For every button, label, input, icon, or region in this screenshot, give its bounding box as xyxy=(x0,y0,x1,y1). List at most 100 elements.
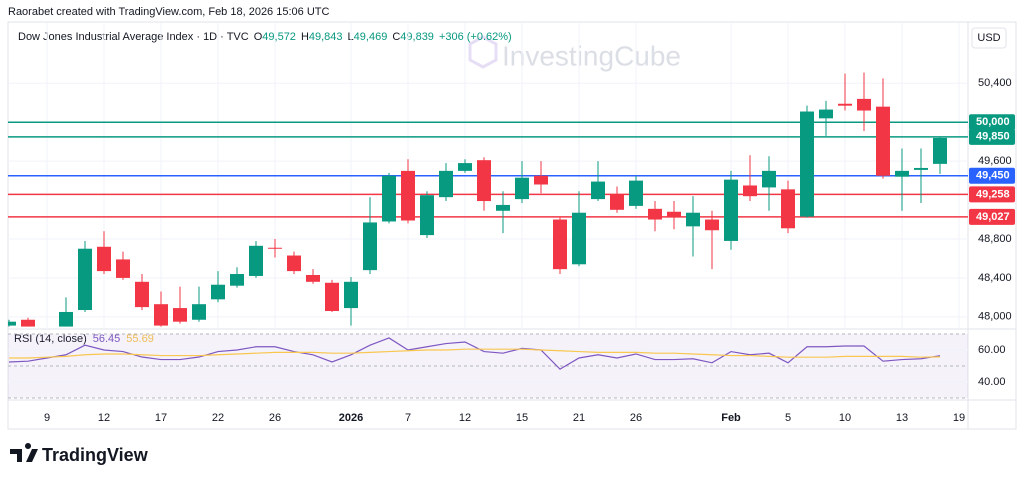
watermark-icon xyxy=(468,35,498,69)
x-tick-label: Feb xyxy=(721,412,741,424)
candle-body xyxy=(838,103,852,106)
candle-body xyxy=(420,195,434,236)
candle-body xyxy=(876,106,890,176)
ohlc-key: O xyxy=(254,31,263,43)
x-tick-label: 7 xyxy=(405,412,411,424)
frame xyxy=(7,21,1017,430)
candle-body xyxy=(97,246,111,272)
candle-body xyxy=(553,219,567,270)
candle-body xyxy=(192,304,206,320)
rsi-value: 55.69 xyxy=(126,333,154,345)
rsi-value: 56.45 xyxy=(93,333,121,345)
rsi-tick-label: 60.00 xyxy=(978,344,1006,356)
candle-body xyxy=(762,170,776,188)
y-tick-label: 48,800 xyxy=(978,233,1012,245)
x-tick-label: 10 xyxy=(839,412,851,424)
candle-body xyxy=(819,109,833,119)
candle-body xyxy=(173,308,187,322)
candle-body xyxy=(781,189,795,229)
candle-body xyxy=(116,259,130,278)
candle-body xyxy=(534,175,548,185)
x-tick-label: 15 xyxy=(516,412,528,424)
candle-body xyxy=(21,319,35,327)
y-tick-label: 48,000 xyxy=(978,311,1012,323)
y-tick-label: 49,600 xyxy=(978,155,1012,167)
candle-body xyxy=(629,180,643,206)
level-label-bg xyxy=(969,167,1015,184)
x-tick-label: 5 xyxy=(785,412,791,424)
y-tick-label: 50,400 xyxy=(978,77,1012,89)
candle-body xyxy=(287,255,301,272)
candle-body xyxy=(857,98,871,111)
x-tick-label: 2026 xyxy=(339,412,363,424)
candle-body xyxy=(477,160,491,202)
currency-button[interactable] xyxy=(971,27,1007,49)
logo-text: TradingView xyxy=(42,445,149,465)
candle-body xyxy=(591,181,605,200)
ohlc-value: 49,839 xyxy=(400,31,434,43)
watermark: InvestingCube xyxy=(468,35,681,71)
level-label-bg xyxy=(969,128,1015,145)
candle-body xyxy=(306,274,320,282)
x-tick-label: 13 xyxy=(896,412,908,424)
candle-body xyxy=(800,111,814,217)
candle-body xyxy=(154,304,168,326)
footer-logo: TradingView xyxy=(10,442,149,465)
candle-body xyxy=(610,194,624,210)
candle-body xyxy=(268,247,282,249)
price-pane xyxy=(8,22,968,329)
rsi-legend: RSI (14, close) 56.45 55.69 xyxy=(14,333,154,345)
candle-body xyxy=(496,204,510,211)
candle-body xyxy=(249,245,263,276)
rsi-title: RSI (14, close) xyxy=(14,333,87,345)
ohlc-value: 49,469 xyxy=(354,31,388,43)
level-label: 49,027 xyxy=(976,211,1010,223)
axes: 48,000 48,400 48,800 49,600 50,400 9 12 17 22 26 2… xyxy=(44,77,1015,424)
level-label: 49,450 xyxy=(976,170,1010,182)
x-tick-label: 17 xyxy=(155,412,167,424)
candle-body xyxy=(458,163,472,171)
candle-body xyxy=(667,211,681,217)
ohlc-value: 49,572 xyxy=(262,31,296,43)
symbol-legend: Dow Jones Industrial Average Index · 1D … xyxy=(18,31,512,43)
level-label-bg xyxy=(969,208,1015,225)
level-label-bg xyxy=(969,186,1015,203)
change: +306 (+0.62%) xyxy=(439,31,512,43)
candle-body xyxy=(895,170,909,177)
level-label: 49,850 xyxy=(976,131,1010,143)
candle-body xyxy=(344,281,358,309)
x-tick-label: 9 xyxy=(44,412,50,424)
attribution: Raorabet created with TradingView.com, F… xyxy=(8,6,329,18)
symbol: Dow Jones Industrial Average Index · 1D … xyxy=(18,31,249,43)
candle-body xyxy=(78,248,92,311)
watermark-text: InvestingCube xyxy=(502,40,681,71)
currency[interactable]: USD xyxy=(977,32,1000,44)
x-tick-label: 12 xyxy=(459,412,471,424)
ohlc-key: C xyxy=(392,31,400,43)
rsi-line xyxy=(9,348,941,359)
x-tick-label: 12 xyxy=(98,412,110,424)
ohlc-key: H xyxy=(301,31,309,43)
candle-body xyxy=(135,281,149,308)
candle-body xyxy=(705,219,719,231)
candle-body xyxy=(382,175,396,222)
candle-body xyxy=(724,179,738,241)
logo-icon xyxy=(10,442,38,462)
candle-body xyxy=(230,274,244,286)
candle-body xyxy=(515,177,529,200)
x-tick-label: 26 xyxy=(630,412,642,424)
rsi-line xyxy=(8,337,941,370)
candle-body xyxy=(648,208,662,220)
candle-body xyxy=(8,321,16,326)
candle-body xyxy=(59,311,73,327)
ohlc-value: 49,843 xyxy=(309,31,343,43)
x-tick-label: 21 xyxy=(573,412,585,424)
level-label: 50,000 xyxy=(976,116,1010,128)
x-tick-label: 19 xyxy=(953,412,965,424)
rsi-tick-label: 40.00 xyxy=(978,376,1006,388)
level-label-bg xyxy=(969,114,1015,131)
level-label: 49,258 xyxy=(976,188,1010,200)
candle-body xyxy=(363,222,377,271)
